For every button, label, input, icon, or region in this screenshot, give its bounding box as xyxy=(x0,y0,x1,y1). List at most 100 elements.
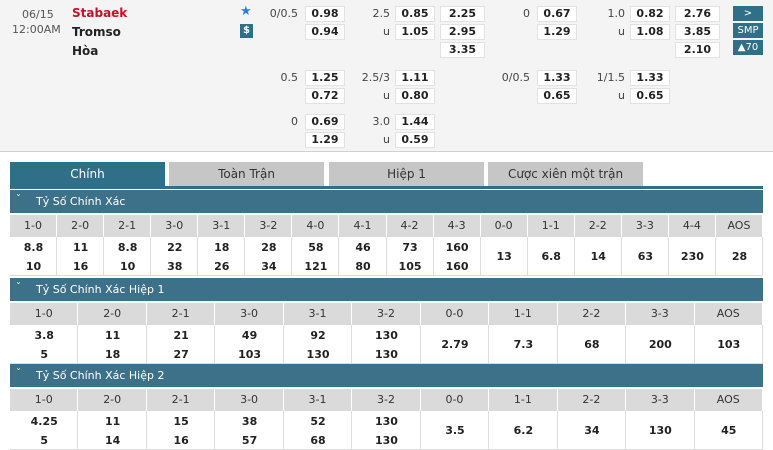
odds[interactable]: 80 xyxy=(355,260,371,273)
odds[interactable]: 11 xyxy=(105,415,121,428)
odds[interactable]: 11 xyxy=(105,329,121,342)
odds[interactable]: 2.10 xyxy=(675,42,720,58)
odds[interactable]: 2.95 xyxy=(440,24,485,40)
odds[interactable]: 121 xyxy=(304,260,328,273)
odds[interactable]: 68 xyxy=(584,338,600,351)
odds[interactable]: 8.8 xyxy=(23,241,44,254)
ou-line: 2.5 xyxy=(372,7,391,20)
odds[interactable]: 130 xyxy=(375,348,398,361)
odds[interactable]: 34 xyxy=(261,260,277,273)
odds[interactable]: 4.25 xyxy=(30,415,58,428)
odds[interactable]: 6.8 xyxy=(541,250,561,263)
odds[interactable]: 52 xyxy=(310,415,326,428)
odds[interactable]: 18 xyxy=(105,348,121,361)
odds[interactable]: 10 xyxy=(120,260,136,273)
odds[interactable]: 1.29 xyxy=(305,132,345,148)
tab[interactable]: Hiệp 1 xyxy=(329,162,484,186)
odds[interactable]: 11 xyxy=(72,241,89,254)
odds[interactable]: 1.44 xyxy=(395,114,435,130)
odds[interactable]: 0.94 xyxy=(305,24,345,40)
button[interactable]: > xyxy=(733,6,763,21)
odds[interactable]: 0.67 xyxy=(537,6,577,22)
odds[interactable]: 46 xyxy=(355,241,371,254)
odds[interactable]: 3.5 xyxy=(445,424,465,437)
odds[interactable]: 130 xyxy=(375,434,398,447)
button[interactable]: ▲70 xyxy=(733,40,763,55)
odds[interactable]: 160 xyxy=(445,260,469,273)
odds[interactable]: 15 xyxy=(173,415,189,428)
odds[interactable]: 0.72 xyxy=(305,88,345,104)
odds[interactable]: 92 xyxy=(310,329,326,342)
odds[interactable]: 130 xyxy=(648,424,672,437)
odds[interactable]: 68 xyxy=(310,434,326,447)
odds[interactable]: 1.25 xyxy=(305,70,345,86)
odds[interactable]: 3.85 xyxy=(675,24,720,40)
ou-line: 1/1.5 xyxy=(596,71,625,84)
odds[interactable]: 230 xyxy=(680,250,704,263)
odds[interactable]: 28 xyxy=(261,241,277,254)
odds[interactable]: 6.2 xyxy=(513,424,534,437)
odds[interactable]: 0.65 xyxy=(630,88,670,104)
odds[interactable]: 0.69 xyxy=(305,114,345,130)
odds[interactable]: 0.65 xyxy=(537,88,577,104)
odds[interactable]: 5 xyxy=(40,434,49,447)
odds[interactable]: 45 xyxy=(721,424,737,437)
odds[interactable]: 0.80 xyxy=(395,88,435,104)
away-team: Tromso xyxy=(72,25,121,39)
odds[interactable]: 21 xyxy=(173,329,189,342)
odds[interactable]: 2.25 xyxy=(440,6,485,22)
button[interactable]: SMP xyxy=(733,23,763,38)
column-header: 3-2 xyxy=(352,303,421,325)
odds[interactable]: 73 xyxy=(402,241,418,254)
odds[interactable]: 38 xyxy=(167,260,183,273)
odds[interactable]: 3.8 xyxy=(34,329,54,342)
tab[interactable]: Chính xyxy=(10,162,165,186)
odds[interactable]: 63 xyxy=(637,250,653,263)
tab[interactable]: Cược xiên một trận xyxy=(488,162,643,186)
odds[interactable]: 130 xyxy=(375,329,398,342)
odds[interactable]: 14 xyxy=(105,434,121,447)
odds[interactable]: 34 xyxy=(584,424,600,437)
odds[interactable]: 1.05 xyxy=(395,24,435,40)
odds[interactable]: 0.82 xyxy=(630,6,670,22)
odds[interactable]: 1.33 xyxy=(630,70,670,86)
odds[interactable]: 1.08 xyxy=(630,24,670,40)
odds[interactable]: 10 xyxy=(25,260,42,273)
odds[interactable]: 2.76 xyxy=(675,6,720,22)
odds[interactable]: 200 xyxy=(648,338,672,351)
odds[interactable]: 7.3 xyxy=(513,338,534,351)
column-header: 2-2 xyxy=(557,303,627,325)
odds[interactable]: 14 xyxy=(590,250,606,263)
odds[interactable]: 130 xyxy=(306,348,330,361)
odds[interactable]: 1.11 xyxy=(395,70,435,86)
odds[interactable]: 57 xyxy=(241,434,258,447)
odds[interactable]: 49 xyxy=(241,329,258,342)
cell xyxy=(78,325,147,364)
odds[interactable]: 28 xyxy=(731,250,748,263)
odds[interactable]: 130 xyxy=(375,415,398,428)
odds[interactable]: 16 xyxy=(173,434,189,447)
odds[interactable]: 160 xyxy=(445,241,469,254)
odds[interactable]: 26 xyxy=(214,260,230,273)
odds[interactable]: 0.85 xyxy=(395,6,435,22)
odds[interactable]: 5 xyxy=(40,348,49,361)
odds[interactable]: 8.8 xyxy=(117,241,138,254)
odds[interactable]: 103 xyxy=(238,348,262,361)
odds[interactable]: 16 xyxy=(72,260,89,273)
odds[interactable]: 22 xyxy=(167,241,183,254)
odds[interactable]: 103 xyxy=(717,338,741,351)
cell xyxy=(352,411,421,450)
odds[interactable]: 58 xyxy=(308,241,324,254)
odds[interactable]: 0.59 xyxy=(395,132,435,148)
odds[interactable]: 38 xyxy=(241,415,258,428)
odds[interactable]: 1.29 xyxy=(537,24,577,40)
odds[interactable]: 3.35 xyxy=(440,42,485,58)
odds[interactable]: 2.79 xyxy=(441,338,469,351)
odds[interactable]: 1.33 xyxy=(537,70,577,86)
odds[interactable]: 27 xyxy=(173,348,189,361)
odds[interactable]: 0.98 xyxy=(305,6,345,22)
odds[interactable]: 13 xyxy=(496,250,512,263)
tab[interactable]: Toàn Trận xyxy=(169,162,324,186)
odds[interactable]: 18 xyxy=(214,241,230,254)
odds[interactable]: 105 xyxy=(398,260,422,273)
